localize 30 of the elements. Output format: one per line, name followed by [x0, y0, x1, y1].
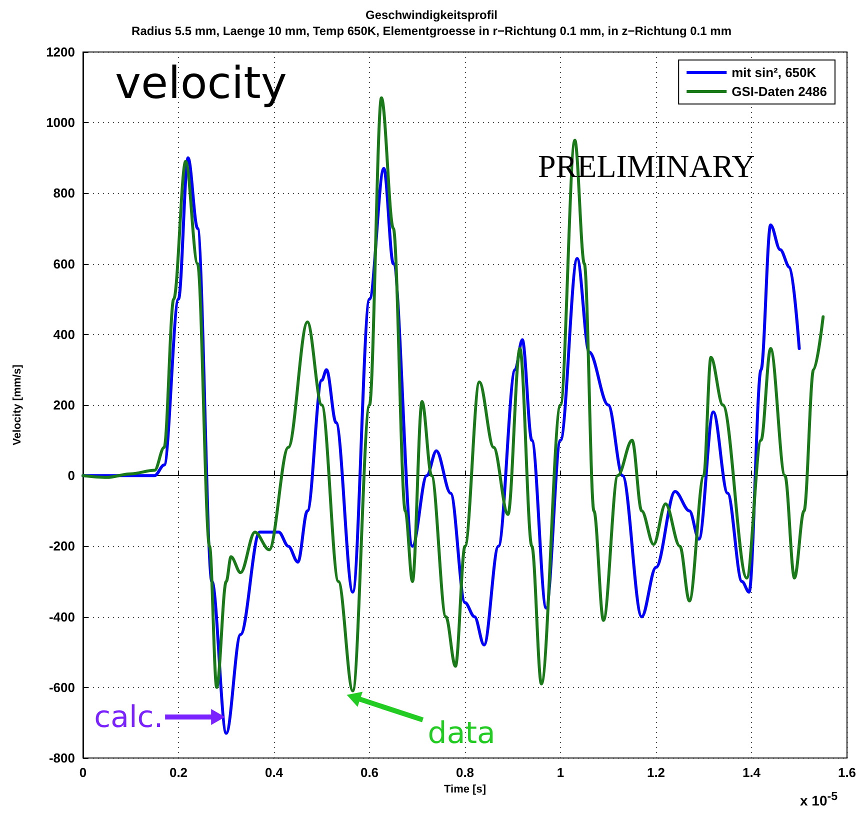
- x-tick-label: 0.6: [360, 765, 379, 780]
- x-tick-label: 1.2: [646, 765, 666, 780]
- x-tick-label: 0.4: [264, 765, 284, 780]
- annotation: data: [428, 716, 496, 751]
- x-tick-label: 1.6: [838, 765, 856, 780]
- x-tick-label: 1.4: [742, 765, 762, 780]
- y-tick-label: -200: [48, 538, 75, 554]
- x-tick-label: 1: [556, 765, 564, 780]
- y-tick-label: 0: [68, 468, 75, 484]
- x-tick-label: 0.8: [456, 765, 474, 780]
- y-tick-label: 800: [53, 186, 75, 201]
- legend-label: mit sin², 650K: [732, 65, 817, 80]
- y-tick-label: 1200: [46, 44, 75, 60]
- x-axis-title: Time [s]: [444, 783, 486, 796]
- chart-subtitle: Radius 5.5 mm, Laenge 10 mm, Temp 650K, Elementgroesse in r−Richtung 0.1 mm, in z−Richtung 0.1 mm: [132, 24, 732, 38]
- y-tick-label: -400: [48, 609, 75, 624]
- legend-label: GSI-Daten 2486: [732, 84, 827, 99]
- text: x 10$^{-5}$: [800, 790, 838, 809]
- annotation: velocity: [115, 58, 287, 109]
- y-tick-label: -600: [48, 680, 75, 695]
- y-tick-label: 600: [53, 256, 75, 272]
- y-axis-title: Velocity [mm/s]: [12, 364, 24, 446]
- x-tick-label: 0: [79, 765, 87, 780]
- annotation: calc.: [94, 700, 164, 735]
- x-tick-label: 0.2: [169, 765, 188, 780]
- chart-title: Geschwindigkeitsprofil: [365, 8, 498, 22]
- y-tick-label: 200: [53, 398, 75, 412]
- y-tick-label: 1000: [46, 115, 75, 130]
- y-tick-label: 400: [53, 326, 75, 342]
- y-tick-label: -800: [48, 750, 75, 766]
